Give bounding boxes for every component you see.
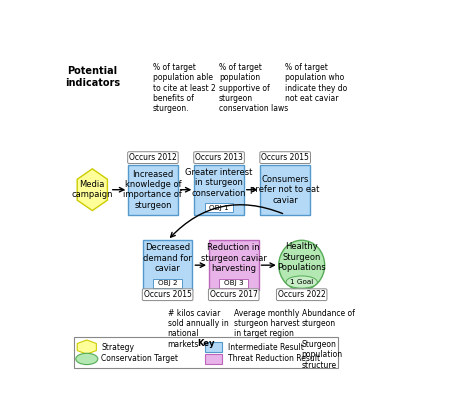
Ellipse shape [286, 276, 317, 288]
FancyBboxPatch shape [205, 342, 222, 352]
Text: 1 Goal: 1 Goal [290, 279, 313, 285]
Text: Occurs 2015: Occurs 2015 [261, 153, 309, 162]
FancyBboxPatch shape [219, 279, 248, 288]
Ellipse shape [279, 240, 325, 290]
Text: Average monthly
sturgeon harvest
in target region: Average monthly sturgeon harvest in targ… [234, 309, 300, 338]
Text: Abundance of
sturgeon

Sturgeon
population
structure: Abundance of sturgeon Sturgeon populatio… [301, 309, 355, 369]
Text: Key: Key [198, 339, 215, 348]
Text: Intermediate Result: Intermediate Result [228, 342, 304, 352]
Text: Occurs 2015: Occurs 2015 [144, 290, 191, 299]
FancyBboxPatch shape [153, 279, 182, 288]
FancyBboxPatch shape [205, 354, 222, 364]
Text: Consumers
prefer not to eat
caviar: Consumers prefer not to eat caviar [250, 175, 320, 205]
Text: # kilos caviar
sold annually in
national
markets: # kilos caviar sold annually in national… [168, 309, 228, 349]
Text: Occurs 2022: Occurs 2022 [278, 290, 326, 299]
Text: Conservation Target: Conservation Target [101, 354, 179, 364]
Polygon shape [77, 169, 108, 211]
Text: Media
campaign: Media campaign [72, 180, 113, 199]
Text: Reduction in
sturgeon caviar
harvesting: Reduction in sturgeon caviar harvesting [201, 243, 267, 273]
FancyBboxPatch shape [205, 203, 233, 212]
Text: Healthy
Sturgeon
Populations: Healthy Sturgeon Populations [277, 242, 326, 272]
Text: Threat Reduction Result: Threat Reduction Result [228, 354, 320, 364]
Text: % of target
population
supportive of
sturgeon
conservation laws: % of target population supportive of stu… [219, 63, 288, 113]
Text: Occurs 2017: Occurs 2017 [210, 290, 258, 299]
Text: Potential
indicators: Potential indicators [65, 66, 120, 88]
FancyBboxPatch shape [209, 240, 258, 290]
Text: % of target
population able
to cite at least 2
benefits of
sturgeon.: % of target population able to cite at l… [153, 63, 216, 113]
Text: Occurs 2013: Occurs 2013 [195, 153, 243, 162]
Text: OBJ 3: OBJ 3 [224, 280, 244, 286]
FancyBboxPatch shape [194, 165, 244, 215]
FancyBboxPatch shape [128, 165, 178, 215]
FancyBboxPatch shape [260, 165, 310, 215]
Text: OBJ 1: OBJ 1 [209, 205, 229, 211]
Text: Occurs 2012: Occurs 2012 [129, 153, 177, 162]
Text: % of target
population who
indicate they do
not eat caviar: % of target population who indicate they… [285, 63, 347, 103]
Ellipse shape [76, 353, 98, 364]
Text: Greater interest
in sturgeon
conservation: Greater interest in sturgeon conservatio… [185, 168, 253, 198]
Polygon shape [77, 340, 96, 354]
Text: Decreased
demand for
caviar: Decreased demand for caviar [143, 243, 192, 273]
Text: Increased
knowledge of
importance of
sturgeon: Increased knowledge of importance of stu… [124, 170, 182, 210]
Text: OBJ 2: OBJ 2 [158, 280, 177, 286]
Text: Strategy: Strategy [101, 342, 135, 352]
FancyBboxPatch shape [143, 240, 192, 290]
FancyBboxPatch shape [74, 337, 338, 368]
